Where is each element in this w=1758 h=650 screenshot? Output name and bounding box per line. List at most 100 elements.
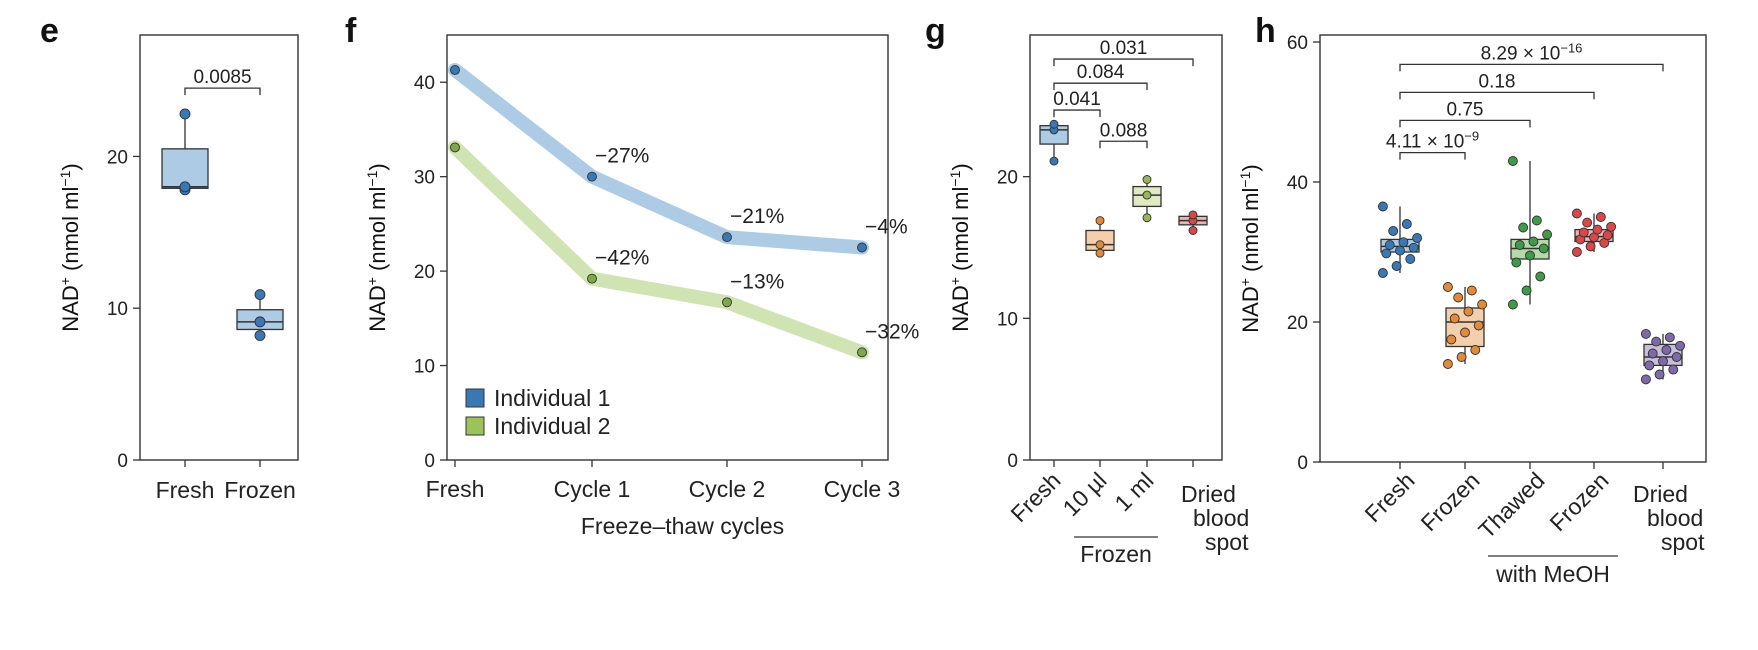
significance-bracket — [1053, 82, 1148, 91]
y-axis-label-part: ) — [1238, 164, 1263, 171]
data-point — [1528, 236, 1539, 247]
x-tick-label: Cycle 2 — [689, 476, 766, 502]
data-point — [1675, 340, 1686, 351]
data-point — [1453, 292, 1464, 303]
data-point — [1585, 241, 1596, 252]
y-axis-label-part: NAD — [58, 285, 83, 331]
x-tick-label-line: spot — [1205, 529, 1249, 555]
y-tick-label: 20 — [1287, 313, 1308, 334]
x-tick-label: Frozen — [1545, 467, 1614, 536]
p-value-label: 4.11 × 10−9 — [1386, 128, 1479, 153]
data-point — [1571, 247, 1582, 257]
p-value-label: 0.18 — [1479, 71, 1516, 92]
data-point — [1521, 285, 1532, 296]
y-tick-label: 0 — [1007, 451, 1018, 472]
data-point — [1538, 243, 1549, 254]
percent-change-label: −4% — [865, 216, 908, 239]
x-tick-label-dbs: Dried blood spot — [1633, 481, 1705, 555]
data-point — [1446, 334, 1457, 345]
significance-bracket — [1053, 109, 1101, 118]
x-tick-label: 10 µl — [1058, 467, 1112, 521]
p-value-text: 0.0085 — [193, 67, 251, 88]
data-point — [587, 171, 597, 182]
data-point — [857, 347, 867, 358]
panel-h-chart: 0 20 40 60 NAD+ (nmol ml−1) 8.29 × 10−16 0.18 0… — [1237, 33, 1707, 587]
data-point — [1654, 369, 1665, 380]
percent-change-label: −32% — [865, 320, 919, 343]
x-tick-label: 1 ml — [1109, 467, 1158, 516]
data-point — [1640, 328, 1651, 339]
data-point — [450, 64, 460, 75]
y-axis-label-part: (nmol ml — [58, 187, 83, 277]
x-tick-label: Fresh — [1360, 467, 1420, 527]
data-point — [1602, 230, 1613, 241]
significance-bracket — [184, 87, 261, 96]
significance-bracket — [1399, 63, 1664, 72]
p-value-label: 0.088 — [1100, 120, 1148, 141]
y-tick-label: 0 — [117, 451, 128, 472]
data-point — [179, 108, 191, 120]
data-point — [1395, 245, 1405, 256]
x-tick-label-line: Dried — [1633, 481, 1688, 507]
series-line-2 — [448, 140, 869, 360]
data-point — [1470, 345, 1481, 355]
data-point — [1412, 233, 1423, 243]
y-axis-label-part: ) — [58, 163, 83, 170]
data-point — [1507, 156, 1518, 166]
y-axis-label-part: + — [57, 277, 73, 285]
data-point — [1606, 221, 1617, 232]
y-tick-label: 40 — [414, 73, 435, 94]
y-axis-label-part: −1 — [947, 170, 963, 186]
data-point — [1142, 175, 1152, 184]
data-point — [1456, 352, 1467, 362]
p-value-label: 0.75 — [1447, 99, 1484, 120]
data-point — [254, 330, 266, 341]
y-axis-label-part: + — [947, 277, 963, 285]
data-point — [450, 142, 460, 153]
data-point — [1049, 156, 1059, 166]
panel-e-chart: 0 10 20 NAD+ (nmol ml−1) 0.0085 Fresh Frozen — [57, 34, 299, 503]
p-value-text: 0.18 — [1479, 71, 1516, 92]
data-point — [1384, 240, 1395, 250]
plot-frame — [1319, 34, 1707, 463]
data-point — [1661, 345, 1672, 355]
percent-change-label: −13% — [730, 270, 784, 293]
data-point — [1442, 359, 1453, 369]
data-point — [1049, 119, 1059, 129]
data-point — [1391, 261, 1402, 271]
significance-bracket — [1399, 119, 1531, 128]
panel-f-chart: 0 10 20 30 40 NAD+ (nmol ml−1) Fresh Cycle 1 Cyc… — [364, 34, 919, 539]
data-point — [1188, 226, 1198, 235]
group-label: Frozen — [1080, 541, 1152, 567]
p-value-text: 8.29 × 10 — [1481, 43, 1561, 64]
y-axis-label-part: (nmol ml — [1238, 188, 1263, 278]
y-axis-label: NAD+ (nmol ml−1) — [1237, 164, 1263, 332]
data-point — [1664, 332, 1675, 343]
y-axis-label: NAD+ (nmol ml−1) — [947, 163, 973, 331]
y-axis-label-part: + — [1237, 278, 1253, 286]
data-point — [857, 242, 867, 253]
data-point — [1095, 216, 1105, 226]
data-point — [722, 232, 732, 243]
data-point — [1408, 242, 1419, 253]
legend-label: Individual 1 — [494, 385, 610, 411]
data-point — [1095, 240, 1105, 250]
data-point — [1668, 364, 1679, 375]
x-tick-label-dbs: Dried blood spot — [1181, 481, 1249, 555]
y-tick-label: 0 — [1297, 453, 1308, 474]
panel-label-f: f — [345, 12, 357, 50]
data-point — [1377, 201, 1388, 212]
p-value-label: 0.041 — [1053, 89, 1101, 110]
significance-bracket — [1399, 151, 1466, 160]
y-axis-label: NAD+ (nmol ml−1) — [364, 163, 390, 331]
p-value-label: 0.0085 — [193, 67, 251, 88]
x-tick-label: Frozen — [224, 477, 296, 503]
p-value-text: 0.088 — [1100, 120, 1148, 141]
p-value-text: 0.084 — [1077, 62, 1125, 83]
x-axis-label: Freeze–thaw cycles — [581, 513, 784, 539]
y-axis-label-part: (nmol ml — [365, 187, 390, 277]
data-point — [1401, 219, 1412, 229]
series-line-1 — [448, 62, 869, 255]
y-tick-label: 60 — [1287, 33, 1308, 54]
